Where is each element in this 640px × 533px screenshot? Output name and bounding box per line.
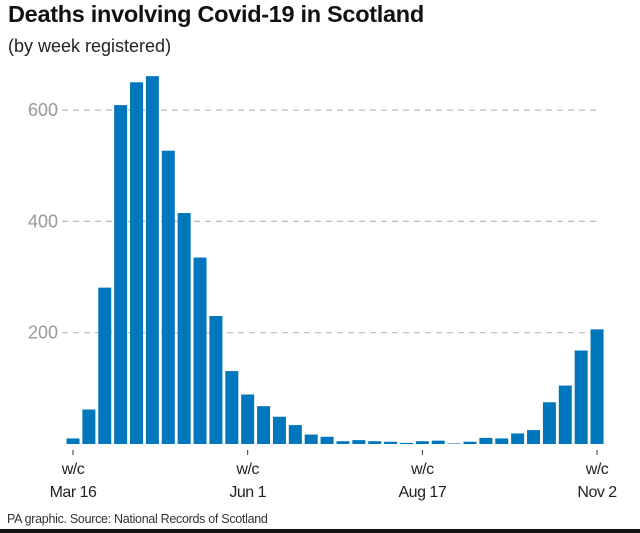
gridlines: 200 400 600	[28, 100, 600, 343]
y-tick-label: 200	[28, 323, 58, 343]
bar	[511, 433, 525, 444]
x-tick-label-prefix: w/c	[410, 461, 434, 478]
bar	[288, 425, 302, 444]
bar	[495, 438, 509, 444]
bottom-rule	[0, 529, 640, 533]
source-footer: PA graphic. Source: National Records of …	[7, 512, 268, 526]
bar	[257, 406, 271, 444]
bar	[463, 441, 477, 444]
bar	[384, 441, 398, 444]
bar	[352, 440, 366, 444]
bar	[272, 416, 286, 444]
x-tick-label-date: Mar 16	[50, 484, 97, 501]
bar	[415, 441, 429, 444]
bar	[193, 257, 207, 444]
bar	[82, 409, 96, 444]
y-tick-label: 400	[28, 211, 58, 231]
x-tick-label-prefix: w/c	[61, 461, 85, 478]
bar	[145, 76, 159, 444]
bar	[320, 436, 334, 444]
bar	[590, 329, 604, 444]
chart-title: Deaths involving Covid-19 in Scotland	[8, 1, 424, 27]
y-tick-label: 600	[28, 100, 58, 120]
x-tick-label-prefix: w/c	[585, 461, 609, 478]
bar	[336, 441, 350, 444]
x-tick-label-date: Jun 1	[229, 484, 266, 501]
bar	[98, 287, 112, 444]
bar	[114, 105, 128, 445]
bar	[177, 213, 191, 444]
bar	[209, 316, 223, 444]
bars	[66, 76, 604, 445]
bar	[399, 442, 413, 444]
bar	[479, 437, 493, 444]
bar	[368, 441, 382, 444]
x-axis: w/c Mar 16 w/c Jun 1 w/c Aug 17 w/c Nov 2	[50, 450, 618, 501]
chart-subtitle: (by week registered)	[8, 36, 172, 56]
bar	[574, 350, 588, 444]
bar	[447, 443, 461, 444]
bar	[225, 371, 239, 444]
bar	[66, 438, 80, 444]
x-tick-label-date: Nov 2	[577, 484, 617, 501]
bar	[431, 440, 445, 444]
x-tick-label-prefix: w/c	[235, 461, 259, 478]
bar	[304, 434, 318, 444]
bar	[558, 385, 572, 444]
bar	[527, 430, 541, 444]
bar	[130, 82, 144, 445]
bar	[161, 150, 175, 445]
bar	[241, 394, 255, 444]
x-tick-label-date: Aug 17	[399, 484, 447, 501]
bar	[542, 402, 556, 444]
